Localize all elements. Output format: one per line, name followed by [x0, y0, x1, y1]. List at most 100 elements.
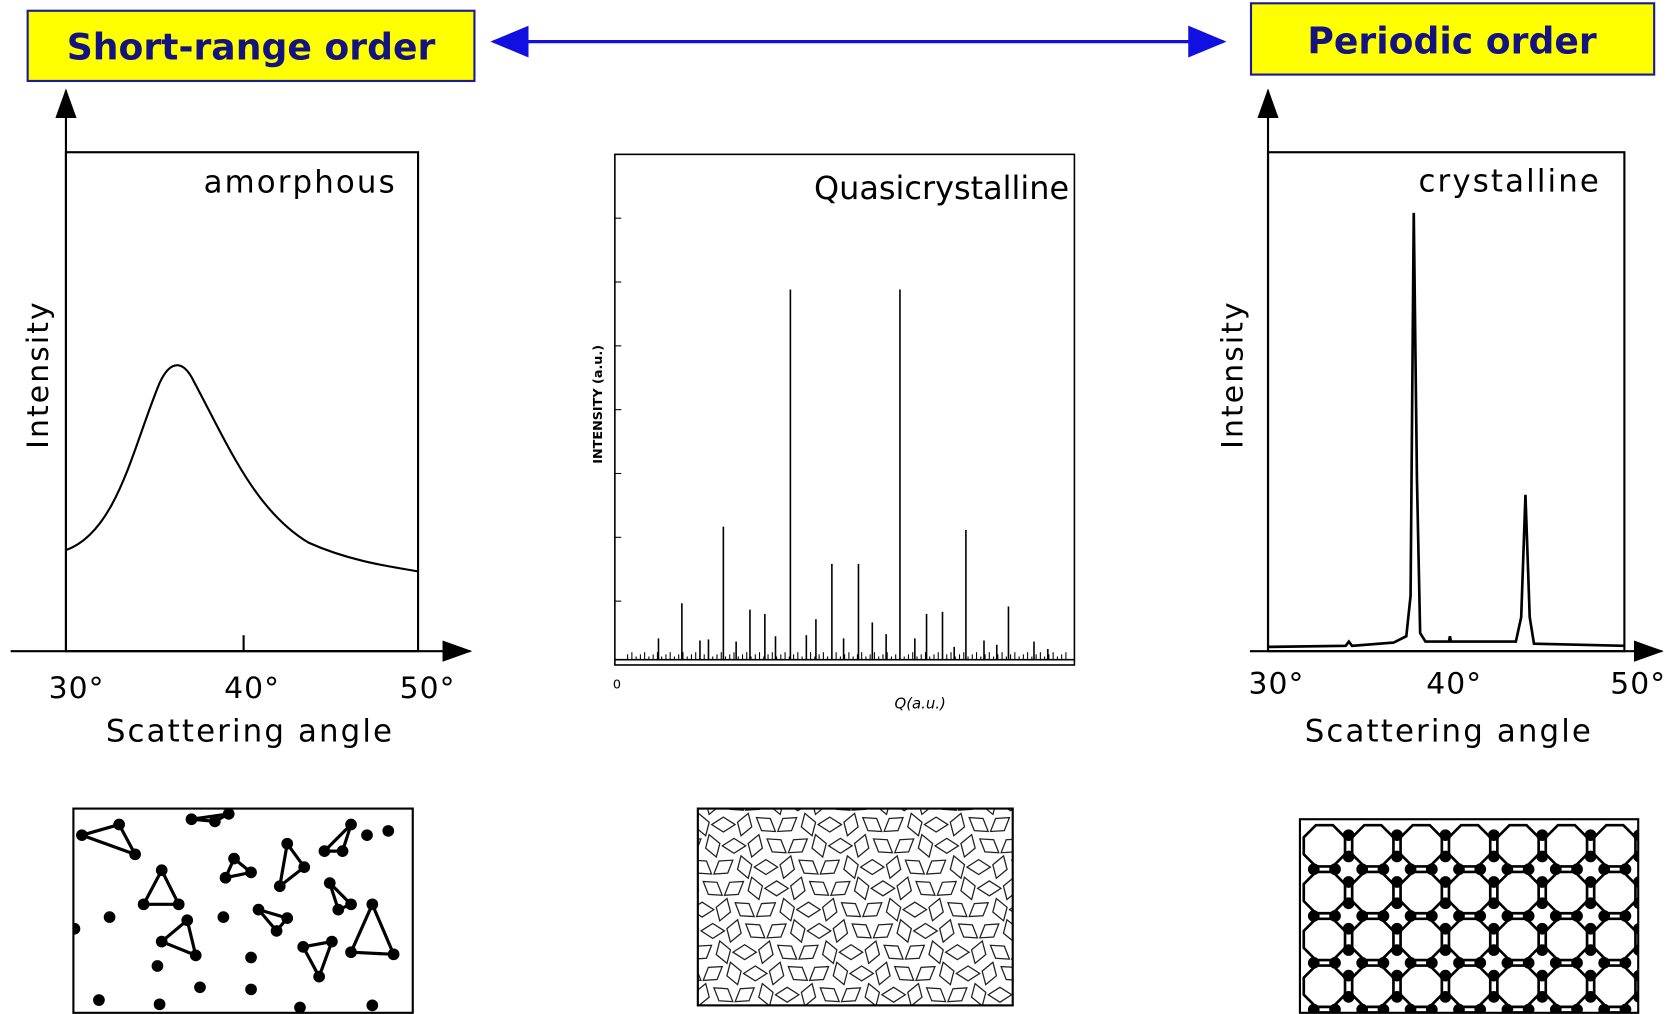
tile — [712, 817, 735, 832]
tile — [778, 818, 797, 832]
tile — [993, 856, 1007, 878]
y-label: INTENSITY (a.u.) — [591, 345, 606, 464]
tile — [855, 835, 869, 857]
tile — [967, 860, 990, 875]
tile — [903, 902, 926, 917]
cluster — [351, 904, 394, 954]
tile — [969, 818, 988, 832]
tile — [844, 856, 858, 878]
tile — [703, 967, 722, 981]
atom — [337, 845, 349, 857]
tile — [940, 920, 954, 942]
tile — [823, 898, 837, 920]
tile — [839, 945, 862, 960]
plot-frame — [66, 152, 418, 651]
tile — [810, 967, 829, 981]
ring — [1352, 919, 1393, 960]
atom — [1647, 910, 1659, 922]
tile — [703, 881, 722, 895]
ring — [1643, 825, 1668, 866]
tile — [905, 860, 924, 874]
tile — [927, 860, 946, 874]
atom — [345, 819, 357, 831]
tile — [924, 817, 947, 832]
atom — [366, 898, 378, 910]
tile — [959, 924, 978, 938]
tile — [908, 813, 922, 835]
tile — [799, 945, 818, 959]
tile — [916, 967, 935, 981]
ring — [1546, 872, 1587, 913]
tile — [778, 945, 797, 959]
tile — [833, 962, 847, 984]
atom — [104, 911, 116, 923]
tile — [684, 920, 698, 942]
tile — [735, 903, 754, 917]
tile — [722, 838, 745, 853]
tile — [908, 984, 922, 1006]
atom — [245, 867, 257, 879]
tile — [1012, 860, 1031, 874]
tile — [1003, 920, 1017, 942]
ring — [1449, 966, 1490, 1007]
structure-frame — [698, 809, 1013, 1006]
atom — [294, 1002, 306, 1014]
atom — [281, 912, 293, 924]
structure-frame — [73, 809, 412, 1013]
atom — [361, 829, 373, 841]
tile — [937, 881, 956, 895]
atom — [194, 981, 206, 993]
plot-frame — [1268, 152, 1624, 651]
plot-amorphous: amorphous Intensity 30° 40° 50° Scatteri… — [11, 91, 471, 750]
tile — [769, 792, 783, 814]
atom — [152, 960, 164, 972]
label: Periodic order — [1307, 19, 1596, 62]
tile — [1001, 967, 1020, 981]
tile — [812, 835, 826, 857]
tile — [861, 860, 884, 875]
tile — [754, 860, 777, 875]
ring — [1352, 825, 1393, 866]
x-tick-label: 40° — [1426, 667, 1482, 702]
x-tick-label: 0 — [613, 677, 621, 692]
ring — [1546, 966, 1587, 1007]
tile — [929, 898, 943, 920]
tile — [990, 818, 1009, 832]
tile — [865, 984, 879, 1006]
tile — [988, 987, 1011, 1002]
tile — [791, 877, 805, 899]
tile — [990, 945, 1009, 959]
atom — [76, 829, 88, 841]
ring — [1643, 872, 1668, 913]
ring — [1594, 966, 1635, 1007]
ring — [1449, 825, 1490, 866]
tile — [871, 881, 894, 896]
tile — [693, 860, 712, 874]
atom — [181, 914, 193, 926]
atom — [326, 936, 338, 948]
tile — [706, 792, 720, 814]
curve — [1268, 213, 1624, 647]
tile — [982, 792, 996, 814]
atom — [228, 853, 240, 865]
tile — [842, 988, 861, 1002]
atom — [218, 911, 230, 923]
amorphous-structure — [69, 808, 400, 1013]
tile — [727, 962, 741, 984]
x-label: Q(a.u.) — [895, 695, 946, 713]
tile — [927, 988, 946, 1002]
atom — [298, 861, 310, 873]
x-tick-label: 30° — [1249, 667, 1305, 702]
tile — [1001, 839, 1020, 853]
tile — [690, 902, 713, 917]
plot-frame — [615, 154, 1075, 665]
x-tick-label: 50° — [400, 671, 456, 706]
tile — [873, 924, 892, 938]
tile — [852, 924, 871, 938]
tile — [873, 839, 892, 853]
ring — [1401, 825, 1442, 866]
tile — [950, 813, 964, 835]
ring — [1643, 966, 1668, 1007]
tile — [788, 967, 807, 981]
tile — [895, 967, 914, 981]
